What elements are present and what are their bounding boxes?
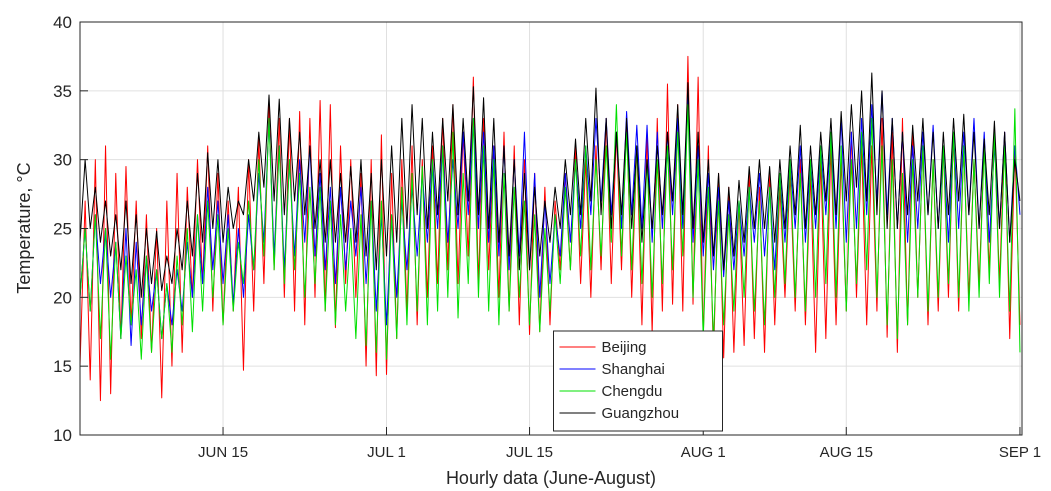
- y-tick-label: 25: [53, 220, 72, 239]
- x-tick-label: JUN 15: [198, 444, 248, 461]
- series-line: [80, 104, 1021, 360]
- x-tick-label: SEP 1: [999, 444, 1041, 461]
- series-line: [80, 55, 1021, 402]
- y-tick-label: 10: [53, 426, 72, 445]
- x-tick-label: AUG 1: [681, 444, 726, 461]
- legend-label: Guangzhou: [602, 405, 680, 422]
- x-axis-label: Hourly data (June-August): [446, 468, 656, 488]
- legend-label: Chengdu: [602, 383, 663, 400]
- series-line: [80, 90, 1021, 347]
- legend-label: Beijing: [602, 339, 647, 356]
- series-line: [80, 72, 1021, 298]
- x-tick-label: AUG 15: [820, 444, 873, 461]
- x-tick-label: JUL 15: [506, 444, 553, 461]
- x-tick-label: JUL 1: [367, 444, 406, 461]
- y-tick-label: 20: [53, 288, 72, 307]
- legend-label: Shanghai: [602, 361, 665, 378]
- legend-box: [553, 330, 723, 432]
- y-axis-label: Temperature, °C: [14, 162, 34, 293]
- y-tick-label: 30: [53, 151, 72, 170]
- y-tick-label: 40: [53, 13, 72, 32]
- y-tick-label: 15: [53, 357, 72, 376]
- y-tick-label: 35: [53, 82, 72, 101]
